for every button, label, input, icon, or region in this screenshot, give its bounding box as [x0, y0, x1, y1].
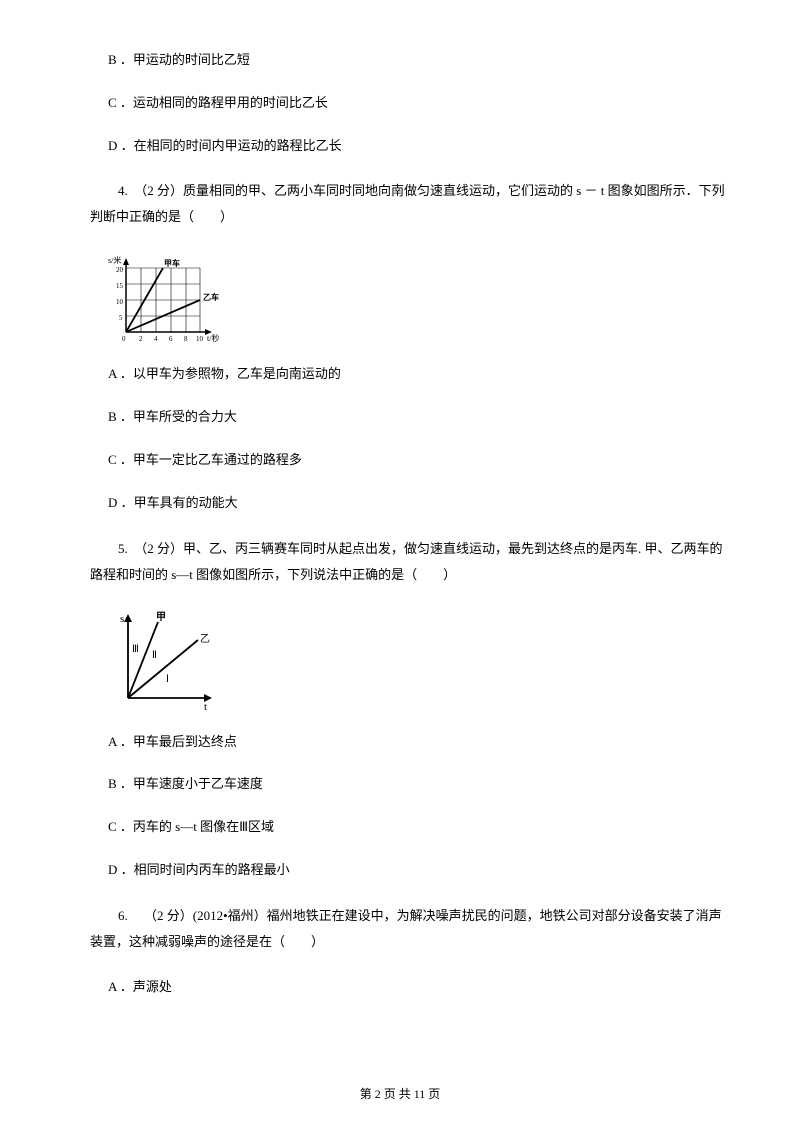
q4-option-d: D ．甲车具有的动能大: [90, 493, 730, 514]
q5-chart-svg: s 甲 乙 Ⅲ Ⅱ Ⅰ t: [108, 610, 223, 715]
svg-text:甲车: 甲车: [164, 258, 180, 268]
q3-optc-text: C ．运动相同的路程甲用的时间比乙长: [108, 95, 328, 110]
q4-option-c: C ．甲车一定比乙车通过的路程多: [90, 450, 730, 471]
svg-text:0: 0: [122, 335, 126, 343]
q3-option-d: D ．在相同的时间内甲运动的路程比乙长: [90, 136, 730, 157]
q3-optb-text: B ．甲运动的时间比乙短: [108, 52, 250, 67]
svg-text:t/秒: t/秒: [207, 333, 219, 343]
q5-stem-text: 5. （2 分）甲、乙、丙三辆赛车同时从起点出发，做匀速直线运动，最先到达终点的…: [90, 541, 723, 582]
svg-text:15: 15: [116, 282, 124, 290]
q4-optc-text: C ．甲车一定比乙车通过的路程多: [108, 452, 302, 467]
svg-text:s: s: [120, 613, 124, 625]
q5-optb-text: B ．甲车速度小于乙车速度: [108, 776, 263, 791]
svg-text:4: 4: [154, 335, 158, 343]
q5-stem: 5. （2 分）甲、乙、丙三辆赛车同时从起点出发，做匀速直线运动，最先到达终点的…: [90, 536, 730, 588]
q4-option-b: B ．甲车所受的合力大: [90, 407, 730, 428]
q4-stem: 4. （2 分）质量相同的甲、乙两小车同时同地向南做匀速直线运动，它们运动的 s…: [90, 178, 730, 230]
q3-option-b: B ．甲运动的时间比乙短: [90, 50, 730, 71]
svg-text:5: 5: [119, 314, 123, 322]
q4-option-a: A ．以甲车为参照物，乙车是向南运动的: [90, 364, 730, 385]
svg-text:甲: 甲: [156, 611, 166, 623]
page-footer: 第 2 页 共 11 页: [0, 1085, 800, 1104]
q6-opta-text: A ．声源处: [108, 979, 172, 994]
svg-text:2: 2: [139, 335, 143, 343]
q4-opta-text: A ．以甲车为参照物，乙车是向南运动的: [108, 366, 341, 381]
svg-text:10: 10: [196, 335, 204, 343]
q5-opta-text: A ．甲车最后到达终点: [108, 734, 237, 749]
q6-stem-text: 6. （2 分）(2012•福州）福州地铁正在建设中，为解决噪声扰民的问题，地铁…: [90, 908, 722, 949]
q5-option-b: B ．甲车速度小于乙车速度: [90, 774, 730, 795]
q5-chart: s 甲 乙 Ⅲ Ⅱ Ⅰ t: [108, 610, 730, 710]
svg-text:s/米: s/米: [108, 255, 121, 265]
footer-text: 第 2 页 共 11 页: [360, 1087, 441, 1101]
svg-text:10: 10: [116, 298, 124, 306]
q4-stem-text: 4. （2 分）质量相同的甲、乙两小车同时同地向南做匀速直线运动，它们运动的 s…: [90, 183, 725, 224]
q6-option-a: A ．声源处: [90, 977, 730, 998]
svg-text:t: t: [204, 701, 207, 713]
svg-text:Ⅰ: Ⅰ: [166, 674, 169, 685]
q3-option-c: C ．运动相同的路程甲用的时间比乙长: [90, 93, 730, 114]
q4-optb-text: B ．甲车所受的合力大: [108, 409, 237, 424]
svg-text:20: 20: [116, 266, 124, 274]
svg-text:Ⅲ: Ⅲ: [132, 644, 139, 655]
svg-text:Ⅱ: Ⅱ: [152, 650, 157, 661]
q5-option-c: C ．丙车的 s—t 图像在Ⅲ区域: [90, 817, 730, 838]
svg-text:乙车: 乙车: [203, 292, 219, 302]
q4-chart: s/米 甲车 乙车 20 15 10 5 0 2 4 6 8 10 t/秒: [108, 252, 730, 342]
q5-option-d: D ．相同时间内丙车的路程最小: [90, 860, 730, 881]
q3-optd-text: D ．在相同的时间内甲运动的路程比乙长: [108, 138, 342, 153]
q5-optd-text: D ．相同时间内丙车的路程最小: [108, 862, 290, 877]
svg-text:6: 6: [169, 335, 173, 343]
svg-text:乙: 乙: [200, 633, 210, 645]
q6-stem: 6. （2 分）(2012•福州）福州地铁正在建设中，为解决噪声扰民的问题，地铁…: [90, 903, 730, 955]
q4-optd-text: D ．甲车具有的动能大: [108, 495, 238, 510]
svg-text:8: 8: [184, 335, 188, 343]
q4-chart-svg: s/米 甲车 乙车 20 15 10 5 0 2 4 6 8 10 t/秒: [108, 252, 238, 347]
q5-option-a: A ．甲车最后到达终点: [90, 732, 730, 753]
q5-optc-text: C ．丙车的 s—t 图像在Ⅲ区域: [108, 819, 274, 834]
